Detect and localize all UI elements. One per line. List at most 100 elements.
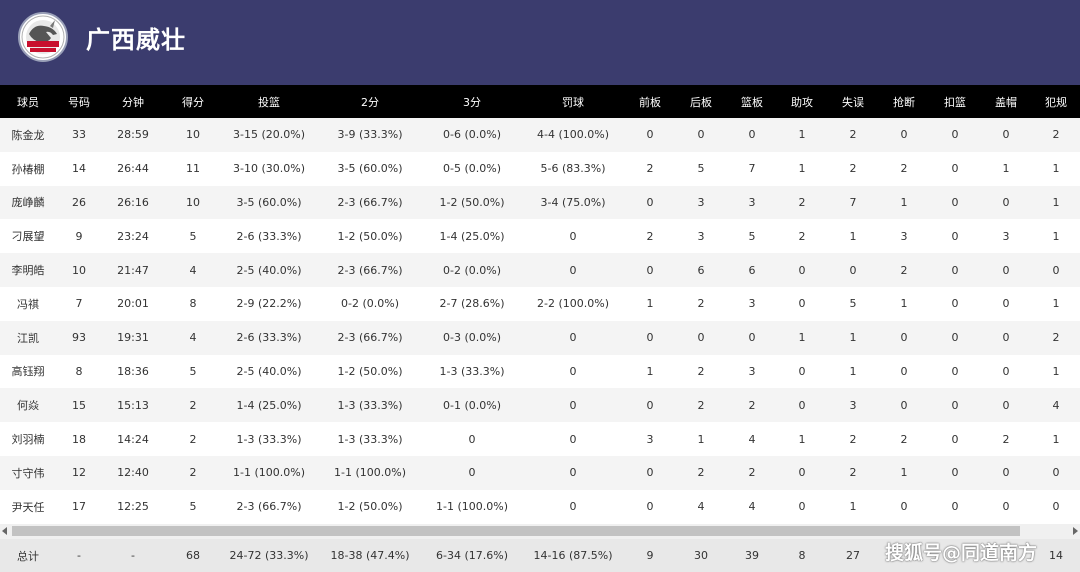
stat-cell: 0	[1002, 263, 1010, 277]
stat-cell: 0	[900, 331, 908, 345]
stat-cell: 1-2 (50.0%)	[439, 195, 505, 209]
stat-cell: 1	[900, 297, 908, 311]
stat-cell: 14	[72, 162, 86, 176]
stat-cell: 0	[951, 128, 959, 142]
stat-cell: 1-3 (33.3%)	[236, 432, 302, 446]
stat-cell: 2	[900, 432, 908, 446]
column-header: 盖帽	[995, 95, 1017, 109]
stat-cell: 0	[798, 500, 806, 514]
stat-cell: 23:24	[117, 229, 149, 243]
total-stat-cell: 14-16 (87.5%)	[533, 549, 613, 562]
stat-cell: 10	[72, 263, 86, 277]
scroll-right-arrow-icon[interactable]	[1073, 527, 1078, 535]
table-row: 寸守伟 12 12:40 2 1-1 (100.0%) 1-1 (100.0%) 0 0 0 2 2…	[0, 455, 1080, 490]
stat-cell: 3-5 (60.0%)	[337, 162, 403, 176]
horizontal-scrollbar[interactable]	[0, 524, 1080, 539]
stat-cell: 0	[951, 229, 959, 243]
table-row: 刁展望 9 23:24 5 2-6 (33.3%) 1-2 (50.0%) 1-4 (25.…	[0, 219, 1080, 254]
rhino-team-logo-icon	[18, 12, 68, 62]
stat-cell: 2	[697, 364, 705, 378]
total-stat-cell: 30	[694, 549, 708, 562]
stat-cell: 2	[1052, 128, 1060, 142]
stat-cell: 12:40	[117, 466, 149, 480]
player-name: 庞峥麟	[11, 196, 45, 210]
column-header: 3分	[463, 95, 481, 109]
stat-cell: 4	[697, 500, 705, 514]
stat-cell: 26:16	[117, 195, 149, 209]
stat-cell: 1-1 (100.0%)	[436, 500, 508, 514]
column-header: 号码	[68, 95, 90, 109]
stat-cell: 2	[798, 229, 806, 243]
stat-cell: 26	[72, 195, 86, 209]
stat-cell: 0	[646, 466, 654, 480]
stat-cell: 0	[569, 466, 577, 480]
stat-cell: 2-6 (33.3%)	[236, 331, 302, 345]
stat-cell: 93	[72, 331, 86, 345]
stat-cell: 0	[697, 128, 705, 142]
table-row: 尹天任 17 12:25 5 2-3 (66.7%) 1-2 (50.0%) 1-1 (10…	[0, 489, 1080, 524]
stat-cell: 0	[951, 466, 959, 480]
stat-cell: 1	[1052, 432, 1060, 446]
table-row: 陈金龙 33 28:59 10 3-15 (20.0%) 3-9 (33.3%) 0-6 (…	[0, 118, 1080, 152]
stat-cell: 0	[1002, 195, 1010, 209]
stat-cell: 0	[646, 331, 654, 345]
player-name: 寸守伟	[11, 466, 45, 480]
stat-cell: 1	[1052, 195, 1060, 209]
total-stat-cell: 8	[798, 549, 806, 562]
stat-cell: 19:31	[117, 331, 149, 345]
stat-cell: 0	[646, 195, 654, 209]
stat-cell: 0	[798, 398, 806, 412]
stat-cell: 0	[900, 128, 908, 142]
stat-cell: 1	[1052, 229, 1060, 243]
stat-cell: 0	[1002, 364, 1010, 378]
stat-cell: 2	[189, 398, 197, 412]
stat-cell: 1	[798, 128, 806, 142]
player-name: 陈金龙	[11, 128, 45, 142]
stat-cell: 0-1 (0.0%)	[443, 398, 501, 412]
stat-cell: 18	[72, 432, 86, 446]
stat-cell: 2	[798, 195, 806, 209]
total-stat-cell: 27	[846, 549, 860, 562]
stat-cell: 0	[1002, 297, 1010, 311]
stat-cell: 1-3 (33.3%)	[439, 364, 505, 378]
stat-cell: 0	[569, 229, 577, 243]
total-stat-cell: 18-38 (47.4%)	[330, 549, 410, 562]
stat-cell: 8	[75, 364, 83, 378]
stat-cell: 0	[951, 263, 959, 277]
stat-cell: 1-3 (33.3%)	[337, 398, 403, 412]
stat-cell: 2	[697, 466, 705, 480]
stat-cell: 1	[697, 432, 705, 446]
stat-cell: 2	[697, 398, 705, 412]
column-header: 后板	[690, 95, 712, 109]
stat-cell: 0	[748, 331, 756, 345]
stat-cell: 3-10 (30.0%)	[233, 162, 305, 176]
stat-cell: 0	[1052, 500, 1060, 514]
stat-cell: 3-5 (60.0%)	[236, 195, 302, 209]
stat-cell: 26:44	[117, 162, 149, 176]
stat-cell: 1-1 (100.0%)	[233, 466, 305, 480]
scroll-left-arrow-icon[interactable]	[2, 527, 7, 535]
stat-cell: 7	[748, 162, 756, 176]
player-name: 江凯	[17, 331, 39, 345]
stat-cell: 3	[849, 398, 857, 412]
stat-cell: 0	[569, 364, 577, 378]
table-row: 刘羽楠 18 14:24 2 1-3 (33.3%) 1-3 (33.3%) 0 0 3 1 4 1 2…	[0, 422, 1080, 456]
stat-cell: 12:25	[117, 500, 149, 514]
stat-cell: 2-5 (40.0%)	[236, 263, 302, 277]
scroll-thumb[interactable]	[12, 526, 1020, 536]
stat-cell: 11	[186, 162, 200, 176]
table-row: 李明皓 10 21:47 4 2-5 (40.0%) 2-3 (66.7%) 0-2 (0.…	[0, 253, 1080, 287]
stat-cell: 4	[1052, 398, 1060, 412]
stat-cell: 3	[646, 432, 654, 446]
stat-cell: 21:47	[117, 263, 149, 277]
stat-cell: 0	[646, 263, 654, 277]
total-stat-cell: 6-34 (17.6%)	[436, 549, 508, 562]
column-header: 扣篮	[944, 95, 966, 109]
stat-cell: 3	[1002, 229, 1010, 243]
stat-cell: 0	[900, 398, 908, 412]
stat-cell: 4	[748, 432, 756, 446]
stat-cell: 15	[72, 398, 86, 412]
stat-cell: 0	[798, 364, 806, 378]
stat-cell: 2-6 (33.3%)	[236, 229, 302, 243]
stat-cell: 3-4 (75.0%)	[540, 195, 606, 209]
